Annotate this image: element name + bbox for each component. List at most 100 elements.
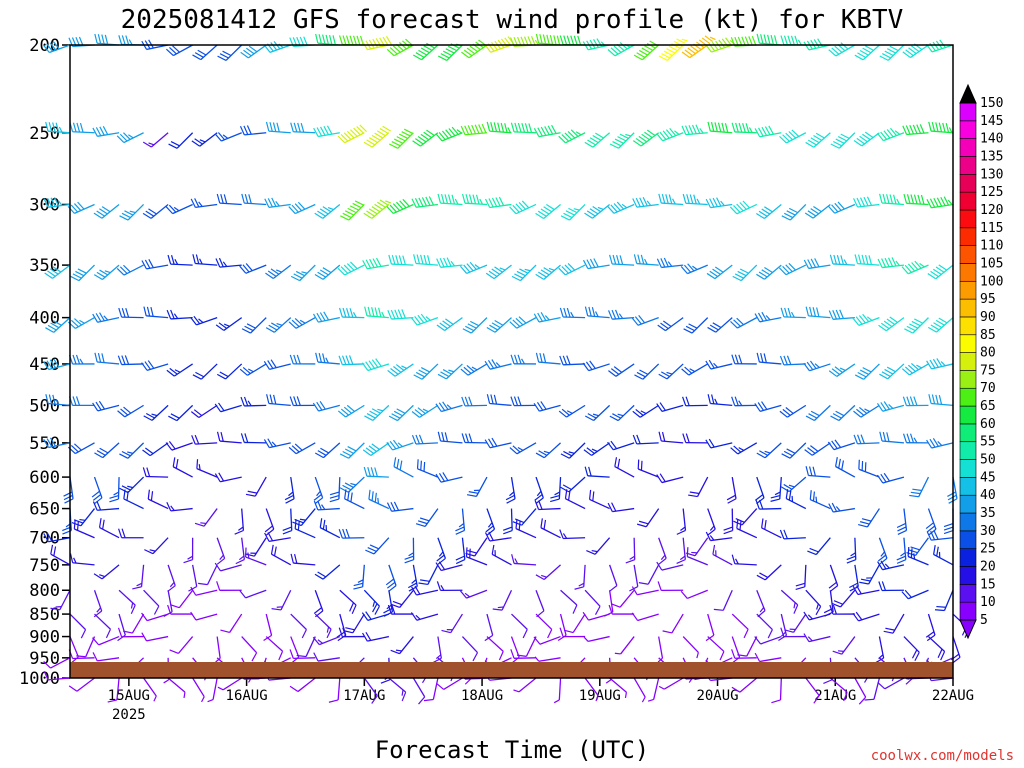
barb-feather <box>99 574 105 578</box>
barb-feather <box>719 651 725 661</box>
barb-feather <box>640 460 643 471</box>
wind-barb <box>756 352 782 365</box>
barb-feather <box>833 140 843 147</box>
wind-barb <box>876 472 905 484</box>
barb-feather <box>493 394 498 405</box>
barb-feather <box>391 413 401 419</box>
wind-barb <box>314 203 341 219</box>
barb-feather <box>913 553 916 560</box>
barb-shaft <box>667 44 684 61</box>
barb-shaft <box>687 556 708 566</box>
barb-feather <box>144 361 151 370</box>
barb-shaft <box>931 130 954 134</box>
barb-feather <box>503 529 513 535</box>
y-tick-label: 1000 <box>19 669 60 689</box>
wind-barb <box>465 547 488 566</box>
wind-barb <box>364 306 389 319</box>
y-tick-label: 250 <box>29 124 60 144</box>
barb-feather <box>947 491 957 497</box>
barb-feather <box>367 306 372 317</box>
wind-barb <box>94 613 112 639</box>
barb-feather <box>265 528 275 536</box>
barb-feather <box>119 215 129 221</box>
barb-feather <box>130 602 134 609</box>
barb-feather <box>894 130 901 135</box>
barb-feather <box>513 689 520 693</box>
barb-feather <box>465 194 470 204</box>
barb-shaft <box>253 537 267 557</box>
barb-feather <box>223 194 228 204</box>
barb-feather <box>756 452 766 459</box>
colorbar-cell <box>959 263 977 282</box>
barb-feather <box>533 402 540 412</box>
barb-shaft <box>342 363 365 366</box>
barb-feather <box>823 679 833 685</box>
wind-barb <box>633 254 659 266</box>
barb-feather <box>570 129 579 137</box>
barb-shaft <box>931 402 954 407</box>
barb-feather <box>377 497 380 504</box>
wind-barb <box>385 564 397 592</box>
barb-feather <box>464 125 470 135</box>
barb-shaft <box>52 264 71 279</box>
barb-shaft <box>515 528 537 539</box>
barb-shaft <box>391 316 414 320</box>
barb-feather <box>759 450 768 456</box>
barb-feather <box>471 366 478 371</box>
barb-feather <box>91 490 100 498</box>
barb-shaft <box>696 476 709 497</box>
barb-feather <box>543 206 552 213</box>
barb-shaft <box>363 677 378 697</box>
barb-feather <box>319 208 329 215</box>
wind-barb <box>363 677 378 704</box>
wind-barb <box>926 530 954 541</box>
barb-shaft <box>293 657 316 660</box>
barb-shaft <box>543 203 561 219</box>
barb-feather <box>207 699 214 703</box>
barb-shaft <box>682 508 687 531</box>
barb-feather <box>659 473 666 483</box>
barb-shaft <box>519 264 537 282</box>
barb-feather <box>684 49 693 57</box>
barb-shaft <box>887 363 905 380</box>
barb-feather <box>537 210 547 217</box>
barb-feather <box>493 122 498 132</box>
wind-barb <box>771 677 782 704</box>
barb-feather <box>660 554 666 561</box>
barb-feather <box>444 432 449 442</box>
wind-barb <box>313 652 340 662</box>
barb-feather <box>313 607 322 614</box>
barb-feather <box>365 259 372 269</box>
barb-feather <box>939 39 946 48</box>
barb-feather <box>586 550 596 555</box>
barb-feather <box>271 197 277 207</box>
barb-feather <box>339 487 349 493</box>
barb-feather <box>393 501 400 511</box>
barb-feather <box>344 448 354 454</box>
barb-feather <box>809 360 817 369</box>
barb-feather <box>721 122 725 133</box>
barb-feather <box>637 254 641 264</box>
colorbar-label: 115 <box>980 221 1003 236</box>
barb-feather <box>199 139 206 143</box>
barb-shaft <box>196 317 218 326</box>
barb-shaft <box>80 508 96 527</box>
wind-barb <box>558 129 586 144</box>
barb-feather <box>347 446 357 452</box>
barb-feather <box>828 503 834 513</box>
barb-shaft <box>666 363 684 380</box>
wind-barb <box>901 260 929 275</box>
wind-barb <box>239 363 267 376</box>
colorbar-cell <box>959 441 977 460</box>
barb-shaft <box>149 442 169 457</box>
barb-feather <box>468 491 479 494</box>
barb-feather <box>491 42 498 51</box>
barb-feather <box>877 554 887 562</box>
barb-feather <box>522 629 528 639</box>
barb-shaft <box>391 263 414 266</box>
wind-barb <box>313 125 340 138</box>
barb-feather <box>356 35 361 46</box>
barb-feather <box>116 135 125 143</box>
barb-feather <box>418 582 428 586</box>
barb-feather <box>917 194 922 205</box>
